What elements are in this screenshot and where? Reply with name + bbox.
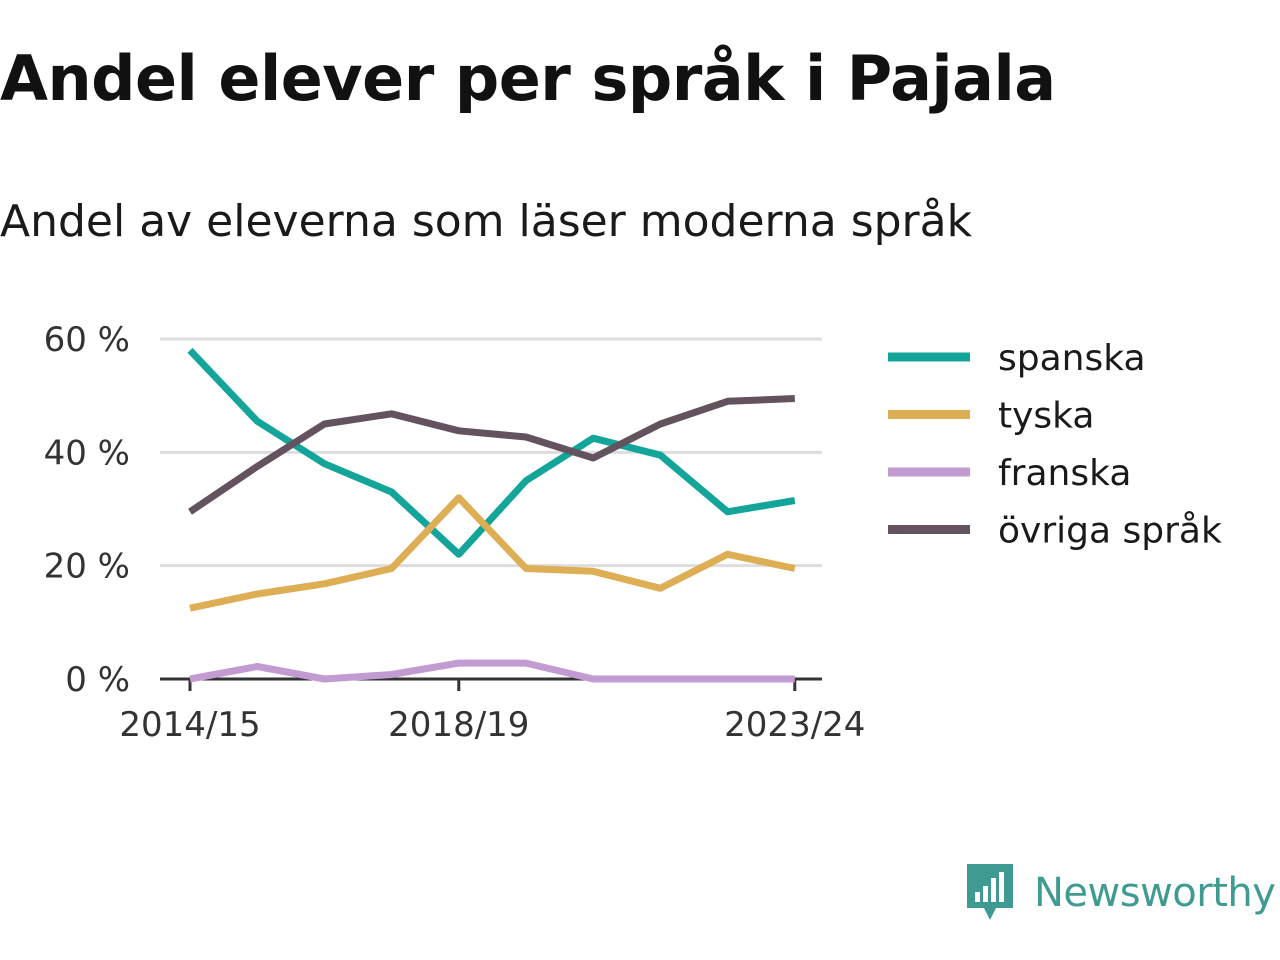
legend-label: franska xyxy=(998,453,1131,494)
x-axis: 2014/15 2018/19 2023/24 xyxy=(119,677,865,745)
y-tick-label: 0 % xyxy=(65,660,130,700)
series-line-tyska xyxy=(189,494,796,612)
newsworthy-logo-icon xyxy=(967,864,1013,920)
x-tick-label: 2018/19 xyxy=(388,705,529,745)
newsworthy-logo: Newsworthy xyxy=(964,862,1276,924)
legend: spanska tyska franska övriga språk xyxy=(888,338,1222,552)
legend-label: spanska xyxy=(998,338,1146,379)
series-line-franska xyxy=(189,659,795,683)
newsworthy-logo-text: Newsworthy xyxy=(1034,870,1276,916)
series-line-övriga-språk xyxy=(188,395,795,515)
legend-label: tyska xyxy=(998,396,1094,437)
x-tick-label: 2014/15 xyxy=(119,705,260,745)
chart-subtitle: Andel av eleverna som läser moderna språ… xyxy=(0,196,973,247)
chart-title: Andel elever per språk i Pajala xyxy=(0,42,1056,115)
y-tick-label: 40 % xyxy=(44,433,130,473)
legend-label: övriga språk xyxy=(998,511,1222,552)
line-chart: 0 % 20 % 40 % 60 % 2014/15 2018/19 2023/24 sp… xyxy=(44,320,1222,745)
y-tick-label: 60 % xyxy=(44,320,130,360)
x-tick-label: 2023/24 xyxy=(724,705,865,745)
y-axis-ticks: 0 % 20 % 40 % 60 % xyxy=(44,320,130,700)
y-tick-label: 20 % xyxy=(44,547,130,587)
series-lines xyxy=(187,347,796,683)
